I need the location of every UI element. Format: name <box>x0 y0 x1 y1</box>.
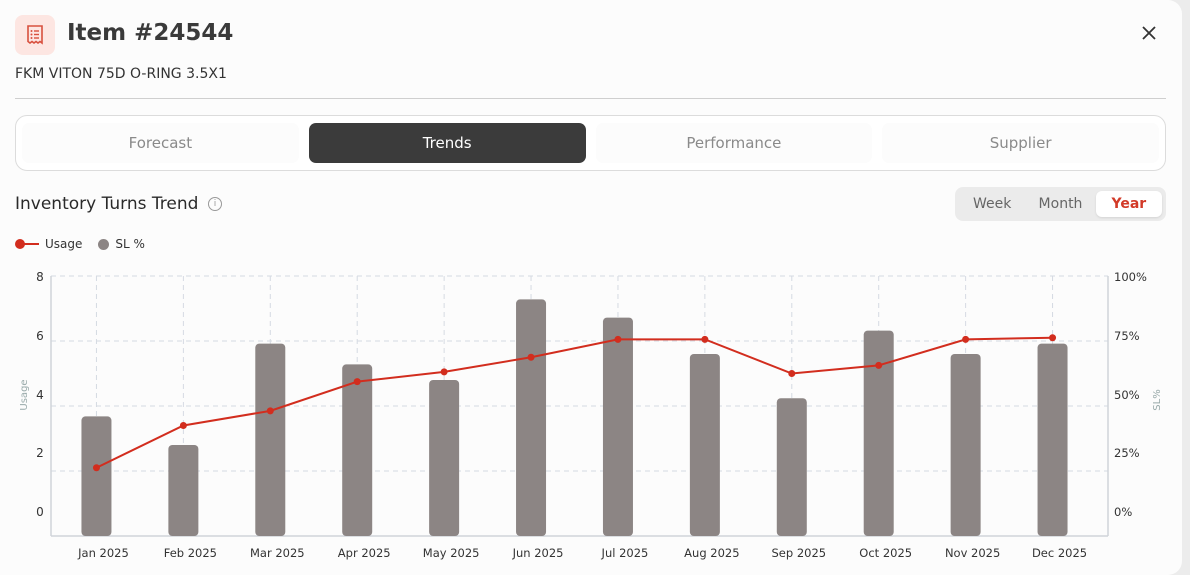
y2-tick-label: 50% <box>1114 388 1140 402</box>
item-title: Item #24544 <box>67 20 234 46</box>
x-tick-label: Sep 2025 <box>771 546 826 560</box>
y-tick-label: 4 <box>36 388 44 402</box>
range-week[interactable]: Week <box>972 196 1012 212</box>
bar-sl <box>81 416 112 536</box>
legend-sl-label[interactable]: SL % <box>115 237 145 251</box>
y2-tick-label: 75% <box>1114 329 1140 343</box>
legend-usage-label[interactable]: Usage <box>45 237 83 251</box>
item-description: FKM VITON 75D O-RING 3.5X1 <box>15 66 227 82</box>
usage-point <box>788 370 796 377</box>
y-tick-label: 2 <box>36 446 44 460</box>
y-tick-label: 8 <box>36 270 44 284</box>
x-tick-label: Aug 2025 <box>684 546 739 560</box>
bar-sl <box>776 398 807 536</box>
x-tick-label: Jul 2025 <box>601 546 649 560</box>
y-axis-title: Usage <box>19 379 30 410</box>
close-icon[interactable] <box>1139 23 1159 43</box>
bar-sl <box>429 380 460 536</box>
usage-point <box>440 368 448 376</box>
x-tick-label: Jan 2025 <box>77 546 129 560</box>
tab-performance[interactable]: Performance <box>595 123 873 163</box>
y-tick-label: 0 <box>36 505 44 519</box>
y2-tick-label: 0% <box>1114 505 1132 519</box>
y2-tick-label: 100% <box>1114 270 1147 284</box>
usage-point <box>614 335 622 343</box>
x-tick-label: Mar 2025 <box>250 546 305 560</box>
bar-sl <box>342 364 373 536</box>
bar-sl <box>516 299 547 536</box>
x-tick-label: Jun 2025 <box>512 546 564 560</box>
x-tick-label: Dec 2025 <box>1032 546 1087 560</box>
chart-legend: Usage SL % <box>15 237 145 251</box>
legend-usage-marker <box>15 239 39 249</box>
bar-sl <box>689 354 720 536</box>
x-tick-label: Apr 2025 <box>338 546 391 560</box>
bar-sl <box>950 354 981 536</box>
legend-sl-marker <box>98 238 110 250</box>
bar-sl <box>1037 343 1068 536</box>
tab-trends[interactable]: Trends <box>308 123 586 163</box>
range-year[interactable]: Year <box>1095 191 1162 217</box>
y-tick-label: 6 <box>36 329 44 343</box>
y2-axis-title: SL% <box>1152 389 1163 410</box>
divider <box>15 98 1166 99</box>
usage-point <box>266 407 274 415</box>
usage-point <box>527 353 535 361</box>
x-tick-label: Feb 2025 <box>164 546 217 560</box>
x-tick-label: Nov 2025 <box>945 546 1000 560</box>
tab-bar: Forecast Trends Performance Supplier <box>15 115 1166 171</box>
usage-point <box>1049 334 1057 342</box>
bar-sl <box>255 343 286 536</box>
range-toggle: Week Month Year <box>955 187 1166 221</box>
usage-point <box>179 422 187 429</box>
usage-point <box>701 335 709 343</box>
usage-line <box>96 336 1053 469</box>
x-tick-label: May 2025 <box>423 546 480 560</box>
bar-sl <box>602 317 633 536</box>
usage-point <box>92 464 100 472</box>
usage-point <box>875 361 883 369</box>
bar-sl <box>168 445 199 536</box>
y2-tick-label: 25% <box>1114 446 1140 460</box>
usage-point <box>962 335 970 343</box>
tab-supplier[interactable]: Supplier <box>882 123 1159 163</box>
bar-sl <box>863 330 894 536</box>
range-month[interactable]: Month <box>1038 196 1083 212</box>
receipt-list-icon <box>15 15 55 55</box>
x-tick-label: Oct 2025 <box>859 546 912 560</box>
section-title: Inventory Turns Trend <box>15 194 199 214</box>
info-icon[interactable]: i <box>208 197 222 211</box>
usage-point <box>353 378 361 386</box>
tab-forecast[interactable]: Forecast <box>22 123 299 163</box>
